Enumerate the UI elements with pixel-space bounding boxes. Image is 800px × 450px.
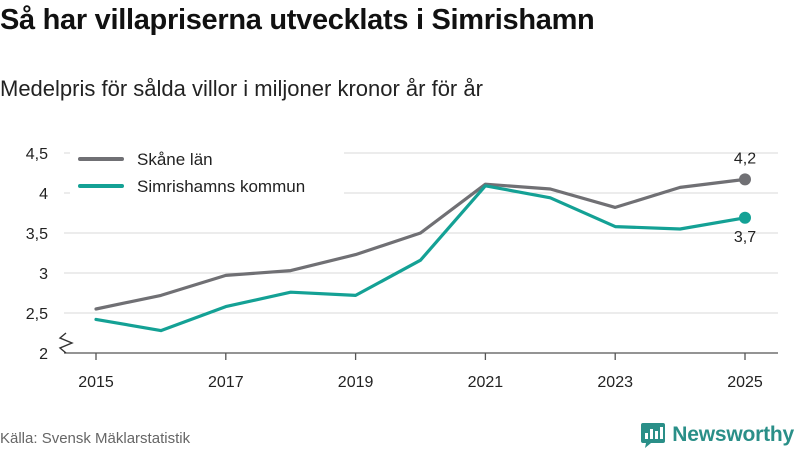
y-tick-label: 2,5 [26, 306, 48, 323]
chart-subtitle: Medelpris för sålda villor i miljoner kr… [0, 76, 483, 101]
series-end-label-1: 3,7 [734, 229, 756, 246]
x-tick-label: 2025 [727, 374, 763, 391]
x-tick-label: 2019 [338, 374, 374, 391]
series-end-marker-0 [739, 173, 751, 186]
legend-label-1: Simrishamns kommun [137, 177, 305, 196]
y-tick-label: 3 [39, 266, 48, 283]
brand-logo: Newsworthy [640, 421, 794, 449]
series-line-1 [94, 184, 747, 333]
series-lines: 4,2 3,7 [94, 150, 756, 333]
legend-backdrop [70, 143, 344, 201]
axes: 2 2,5 3 3,5 4 4,5 2015 2017 2019 2021 2023 2025 [26, 146, 778, 391]
chart-title: Så har villapriserna utvecklats i Simris… [0, 4, 595, 36]
series-end-label-0: 4,2 [734, 150, 756, 167]
axis-break-icon [58, 332, 74, 354]
y-tick-label: 4 [39, 186, 48, 203]
x-tick-label: 2023 [597, 374, 633, 391]
legend-label-0: Skåne län [137, 150, 213, 169]
legend: Skåne län Simrishamns kommun [70, 143, 344, 201]
source-note: Källa: Svensk Mäklarstatistik [0, 430, 191, 447]
x-tick-label: 2021 [468, 374, 504, 391]
series-line-0 [94, 177, 747, 311]
newsworthy-logo-icon [641, 423, 666, 448]
brand-name: Newsworthy [672, 423, 794, 446]
x-tick-label: 2017 [208, 374, 244, 391]
y-tick-label: 2 [39, 346, 48, 363]
series-end-marker-1 [739, 211, 751, 224]
x-tick-label: 2015 [78, 374, 114, 391]
y-tick-label: 4,5 [26, 146, 48, 163]
y-tick-label: 3,5 [26, 226, 48, 243]
